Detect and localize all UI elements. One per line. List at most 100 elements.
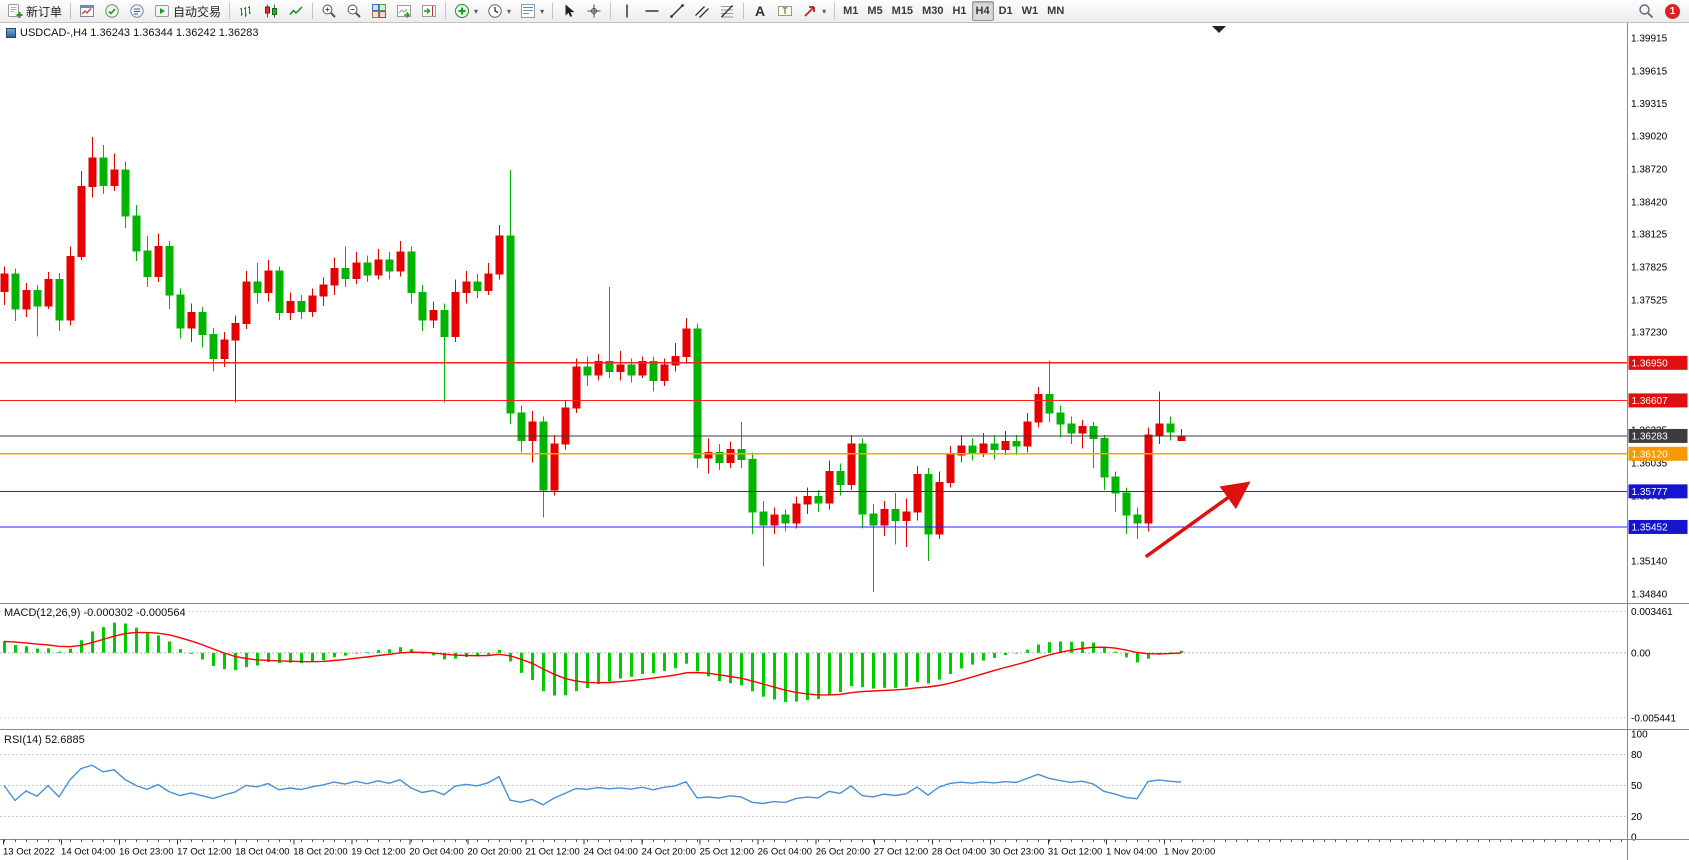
candle-body [506, 235, 515, 414]
macd-histogram-bar [718, 652, 721, 681]
trend-arrow[interactable] [1144, 481, 1251, 559]
price-axis-label: 1.38125 [1631, 230, 1668, 241]
indicators-button[interactable]: ▾ [450, 1, 482, 21]
candle-body [715, 452, 724, 464]
macd-histogram-bar [828, 652, 831, 695]
periods-button[interactable]: ▾ [483, 1, 515, 21]
tf-m15-label: M15 [891, 5, 914, 17]
tf-m1[interactable]: M1 [839, 1, 862, 21]
arrows-button[interactable]: ▾ [798, 1, 830, 21]
svg-text:A: A [755, 3, 765, 19]
candle-body [242, 281, 251, 324]
auto-scroll-button[interactable] [392, 1, 416, 21]
candle-body [627, 364, 636, 376]
candle-body [935, 481, 944, 535]
candlestick-icon [263, 3, 279, 19]
candle-body [1045, 394, 1054, 414]
price-axis-label: 1.38720 [1631, 164, 1668, 175]
macd-histogram-bar [1081, 641, 1084, 653]
macd-axis-label: 0.00 [1631, 648, 1651, 659]
tf-m30-label: M30 [922, 5, 944, 17]
tf-mn[interactable]: MN [1043, 1, 1068, 21]
candle-body [286, 300, 295, 313]
time-axis-label: 18 Oct 04:00 [235, 847, 289, 858]
chart-canvas[interactable]: 1.39915 1.39615 1.39315 1.39020 1.38720 1.384… [0, 23, 1689, 860]
candlestick-button[interactable] [259, 1, 283, 21]
macd-histogram-bar [1004, 652, 1007, 656]
macd-histogram-bar [795, 652, 798, 702]
channel-button[interactable] [690, 1, 714, 21]
zoom-in-icon [321, 3, 337, 19]
time-axis-label: 13 Oct 2022 [3, 847, 55, 858]
text-button[interactable]: A [748, 1, 772, 21]
time-axis-label: 30 Oct 23:00 [990, 847, 1044, 858]
candle-body [308, 295, 317, 312]
bid-price-line-badge [1628, 428, 1688, 443]
candle-body [55, 279, 64, 321]
tf-w1[interactable]: W1 [1018, 1, 1043, 21]
tf-m30[interactable]: M30 [918, 1, 947, 21]
tf-h1[interactable]: H1 [948, 1, 970, 21]
price-axis-label: 1.35140 [1631, 557, 1668, 568]
vertical-line-button[interactable] [615, 1, 639, 21]
templates-button[interactable]: ▾ [516, 1, 548, 21]
horizontal-line-button[interactable] [640, 1, 664, 21]
search-button[interactable] [1634, 1, 1658, 21]
tile-windows-icon [371, 3, 387, 19]
macd-histogram-bar [520, 652, 523, 673]
chevron-down-icon: ▾ [474, 6, 479, 16]
macd-histogram-bar [223, 652, 226, 670]
new-chart-button[interactable] [75, 1, 99, 21]
autotrading-button-label: 自动交易 [173, 4, 222, 19]
zoom-out-button[interactable] [342, 1, 366, 21]
chevron-down-icon: ▾ [540, 6, 545, 16]
price-axis-label: 1.37525 [1631, 295, 1668, 306]
candle-body [638, 361, 647, 376]
time-axis-label: 20 Oct 04:00 [409, 847, 463, 858]
macd-histogram-bar [630, 652, 633, 677]
line-chart-button[interactable] [284, 1, 308, 21]
candle-body [0, 273, 9, 293]
fibonacci-button[interactable] [715, 1, 739, 21]
rsi-axis-label: 20 [1631, 812, 1643, 823]
candle-body [99, 157, 108, 186]
price-axis-label: 1.39315 [1631, 99, 1668, 110]
tf-m5[interactable]: M5 [863, 1, 886, 21]
price-axis-label: 1.39915 [1631, 34, 1668, 45]
candle-body [968, 445, 977, 454]
trendline-button[interactable] [665, 1, 689, 21]
time-axis-label: 14 Oct 04:00 [61, 847, 115, 858]
tf-m15[interactable]: M15 [888, 1, 917, 21]
rsi-axis-label: 50 [1631, 781, 1643, 792]
macd-histogram-bar [3, 641, 6, 653]
candle-body [660, 364, 669, 381]
chart-shift-button[interactable] [417, 1, 441, 21]
support-line-1-badge-text: 1.35777 [1632, 487, 1669, 498]
candle-body [770, 514, 779, 526]
bar-chart-button[interactable] [234, 1, 258, 21]
tf-h4[interactable]: H4 [971, 1, 994, 21]
data-window-button[interactable] [125, 1, 149, 21]
cursor-button[interactable] [557, 1, 581, 21]
macd-histogram-bar [806, 652, 809, 701]
candle-body [11, 273, 20, 310]
tile-windows-button[interactable] [367, 1, 391, 21]
horizontal-line-icon [644, 3, 660, 19]
new-order-button[interactable]: 新订单 [3, 1, 66, 21]
candle-body [209, 333, 218, 359]
toolbar-separator [552, 3, 554, 19]
crosshair-button[interactable] [582, 1, 606, 21]
tf-d1[interactable]: D1 [995, 1, 1017, 21]
scroll-position-marker[interactable] [1212, 26, 1226, 33]
text-label-button[interactable]: T [773, 1, 797, 21]
time-axis-label: 18 Oct 20:00 [293, 847, 347, 858]
macd-axis-label: -0.005441 [1631, 713, 1676, 724]
autotrading-button[interactable]: 自动交易 [150, 1, 225, 21]
zoom-in-button[interactable] [317, 1, 341, 21]
notification-badge[interactable]: 1 [1665, 3, 1680, 19]
profiles-button[interactable] [100, 1, 124, 21]
candle-body [187, 311, 196, 329]
price-axis-label: 1.34840 [1631, 590, 1668, 601]
candle-body [891, 509, 900, 522]
